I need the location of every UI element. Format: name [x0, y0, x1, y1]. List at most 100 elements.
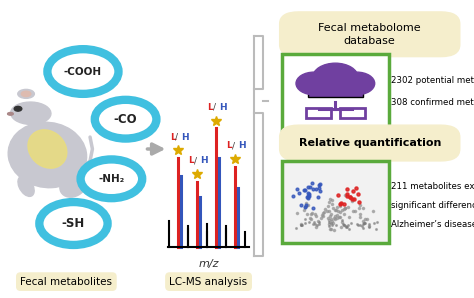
Point	[355, 192, 362, 197]
Point	[323, 209, 330, 214]
Point	[315, 221, 323, 226]
Point	[356, 200, 363, 205]
Point	[340, 223, 347, 227]
Point	[297, 222, 304, 227]
Text: L: L	[208, 103, 213, 112]
Text: Fecal metabolome
database: Fecal metabolome database	[319, 23, 421, 46]
Point	[338, 219, 346, 224]
Text: L: L	[227, 142, 232, 150]
Point	[326, 197, 334, 202]
Point	[328, 197, 336, 202]
Text: H: H	[200, 156, 208, 165]
Point	[338, 218, 346, 223]
Point	[360, 220, 368, 225]
Ellipse shape	[21, 91, 31, 97]
Point	[304, 193, 311, 198]
Point	[331, 207, 338, 212]
Point	[295, 191, 303, 195]
Point	[341, 201, 348, 206]
Point	[335, 192, 342, 197]
Point	[334, 204, 341, 209]
Text: H: H	[238, 142, 246, 150]
Point	[363, 217, 371, 221]
Point	[352, 186, 359, 191]
Point	[324, 204, 331, 209]
Point	[297, 202, 305, 207]
Point	[340, 207, 348, 212]
Point	[350, 197, 358, 202]
Point	[332, 216, 339, 221]
Point	[327, 212, 335, 217]
Point	[341, 206, 348, 211]
Point	[312, 224, 319, 229]
Text: L: L	[189, 156, 194, 165]
Point	[325, 220, 333, 224]
Text: m/z: m/z	[198, 259, 219, 269]
Text: H: H	[219, 103, 227, 112]
Point	[343, 223, 350, 228]
Point	[325, 200, 332, 204]
Point	[338, 207, 346, 212]
Point	[342, 206, 349, 211]
Point	[365, 224, 373, 228]
Point	[301, 217, 309, 222]
Ellipse shape	[28, 130, 67, 168]
Text: -SH: -SH	[62, 217, 85, 230]
Point	[334, 208, 342, 213]
Circle shape	[95, 100, 156, 139]
Point	[305, 220, 312, 225]
Point	[349, 189, 357, 193]
Point	[328, 201, 336, 206]
Point	[321, 207, 329, 212]
Point	[327, 221, 335, 225]
Text: /: /	[194, 156, 197, 165]
Point	[298, 223, 305, 227]
Point	[361, 217, 368, 222]
Point	[327, 214, 334, 218]
Point	[330, 216, 337, 221]
Text: -COOH: -COOH	[64, 66, 102, 77]
Point	[337, 200, 345, 205]
Point	[339, 221, 347, 226]
Point	[344, 186, 351, 191]
Point	[297, 222, 305, 227]
Point	[328, 218, 336, 223]
Point	[333, 216, 341, 221]
Point	[359, 225, 366, 230]
Point	[361, 220, 369, 225]
Point	[356, 215, 364, 220]
Point	[316, 189, 324, 193]
Point	[343, 224, 350, 229]
Point	[304, 190, 312, 195]
Point	[304, 203, 312, 207]
Point	[310, 222, 317, 226]
Circle shape	[14, 106, 22, 111]
Text: /: /	[175, 133, 178, 142]
Point	[319, 210, 327, 215]
Point	[349, 197, 356, 202]
Point	[328, 206, 336, 211]
Circle shape	[81, 159, 142, 198]
Ellipse shape	[8, 113, 13, 115]
Point	[336, 210, 343, 215]
Point	[327, 226, 335, 231]
Point	[327, 227, 334, 232]
Point	[305, 195, 312, 200]
Text: significant difference in: significant difference in	[391, 201, 474, 210]
Point	[292, 226, 300, 231]
Point	[344, 223, 352, 228]
Point	[340, 223, 347, 228]
Point	[348, 197, 356, 201]
Ellipse shape	[11, 102, 51, 125]
Point	[301, 221, 309, 225]
Point	[316, 182, 323, 187]
Point	[349, 209, 357, 214]
Text: 2302 potential metabolites: 2302 potential metabolites	[391, 76, 474, 85]
Point	[301, 187, 308, 192]
Point	[336, 204, 344, 208]
Point	[333, 222, 340, 227]
Point	[325, 224, 332, 228]
Point	[306, 185, 314, 190]
Point	[301, 204, 309, 209]
Point	[330, 228, 337, 232]
